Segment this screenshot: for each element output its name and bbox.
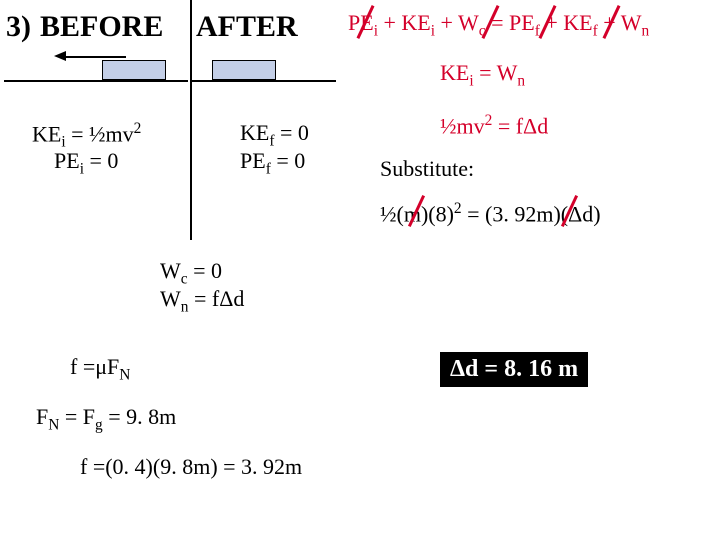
before-ground-left bbox=[4, 80, 188, 82]
substitute-label: Substitute: bbox=[380, 156, 474, 182]
velocity-arrow-line bbox=[66, 56, 126, 58]
kinetic-equals-work-equation: ½mv2 = fΔd bbox=[440, 112, 548, 139]
answer-box: Δd = 8. 16 m bbox=[440, 352, 588, 387]
physics-slide: 3) BEFORE AFTER PEi + KEi + Wc = PEf + K… bbox=[0, 0, 720, 540]
problem-number: 3) bbox=[6, 10, 31, 44]
after-pe-equation: PEf = 0 bbox=[240, 148, 305, 178]
velocity-arrow-head bbox=[54, 51, 66, 61]
before-block bbox=[102, 60, 166, 80]
wc-equation: Wc = 0 bbox=[160, 258, 222, 288]
before-pe-equation: PEi = 0 bbox=[54, 148, 118, 178]
after-label: AFTER bbox=[196, 10, 298, 44]
after-ground bbox=[192, 80, 336, 82]
energy-simplified-equation: KEi = Wn bbox=[440, 60, 525, 90]
after-ke-equation: KEf = 0 bbox=[240, 120, 309, 150]
friction-value-equation: f =(0. 4)(9. 8m) = 3. 92m bbox=[80, 454, 302, 480]
before-label: BEFORE bbox=[40, 10, 163, 44]
wn-equation: Wn = fΔd bbox=[160, 286, 244, 316]
friction-equation: f =μFN bbox=[70, 354, 130, 384]
after-block bbox=[212, 60, 276, 80]
before-ke-equation: KEi = ½mv2 bbox=[32, 120, 141, 152]
before-after-divider bbox=[190, 0, 192, 240]
normal-force-equation: FN = Fg = 9. 8m bbox=[36, 404, 176, 434]
